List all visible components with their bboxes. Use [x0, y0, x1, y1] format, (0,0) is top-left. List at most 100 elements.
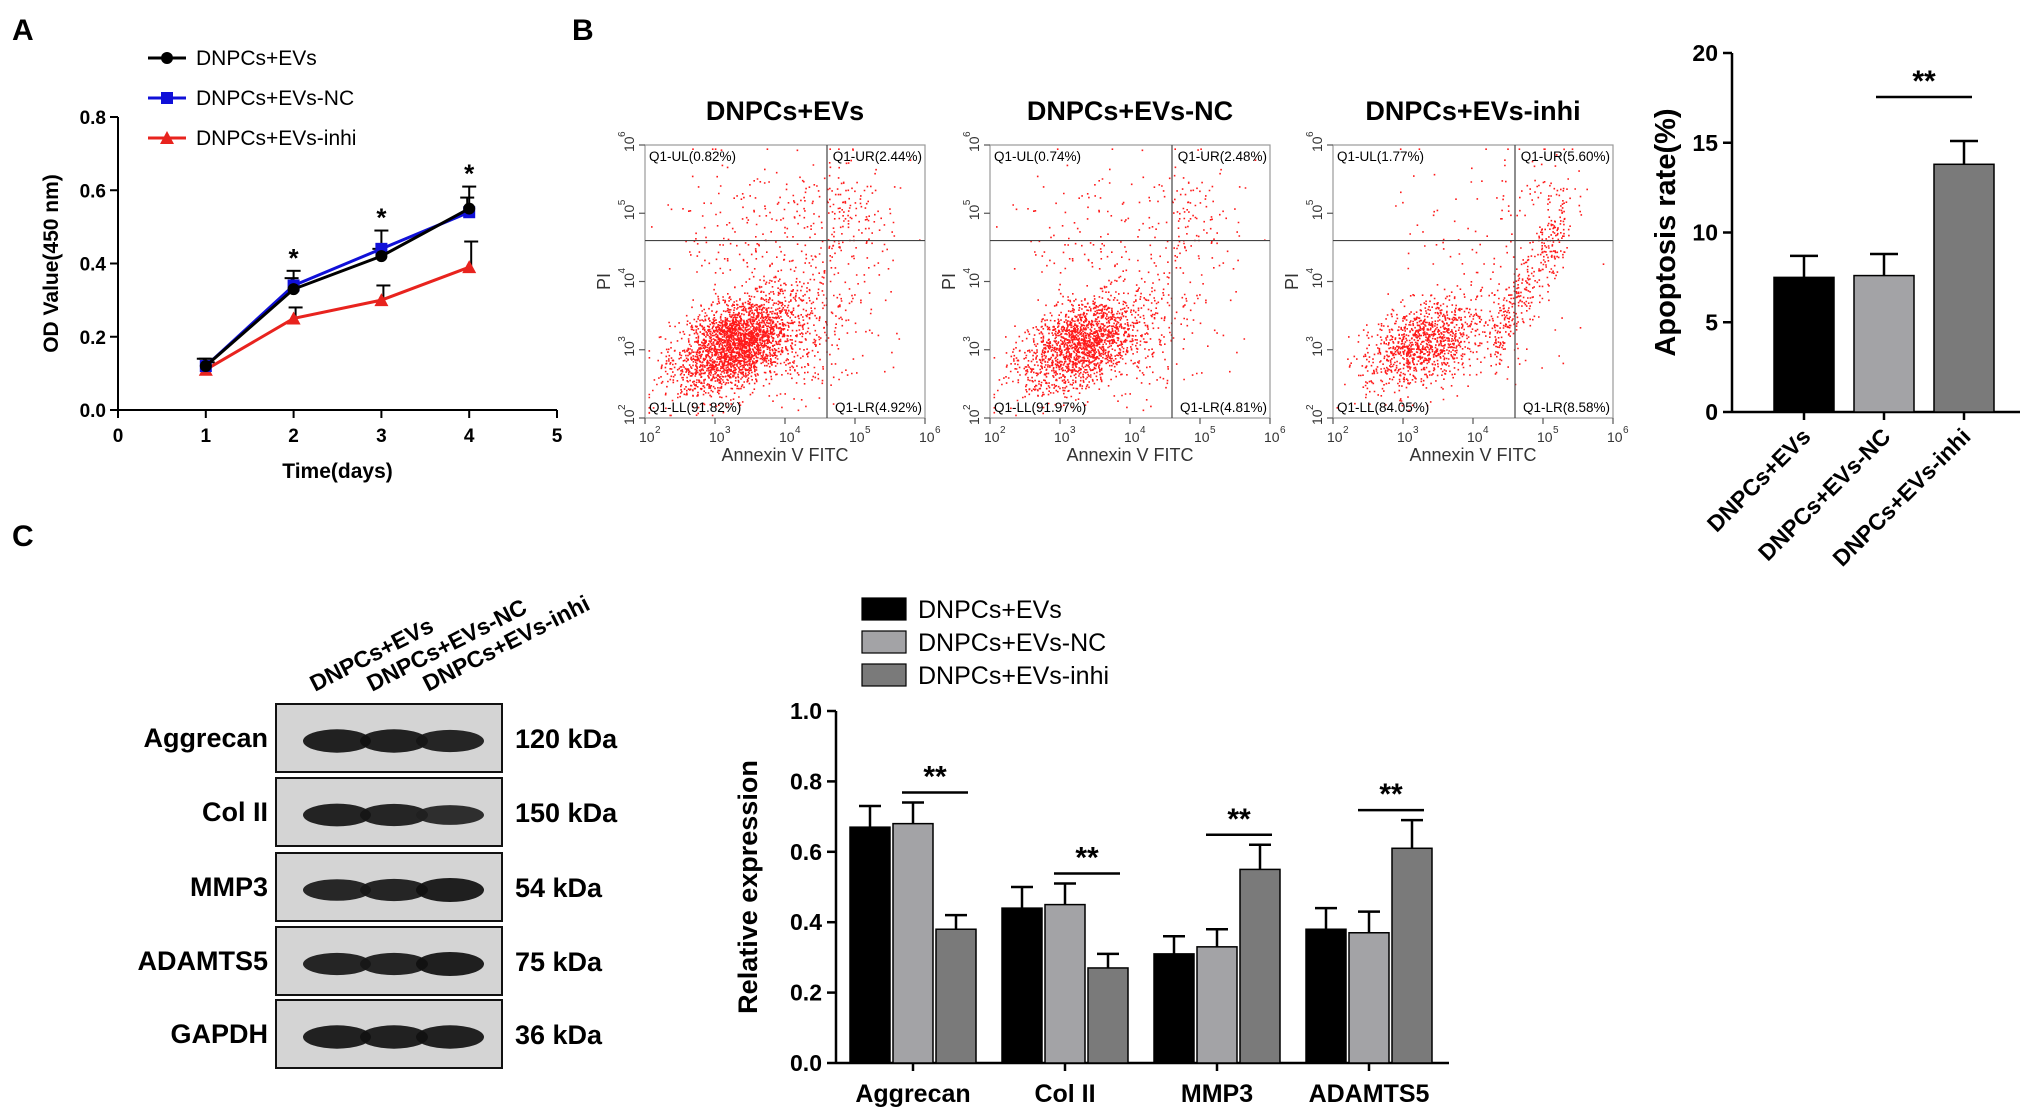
b-y-tick-exponent: 4	[1305, 268, 1316, 274]
b-x-label: Annexin V FITC	[721, 445, 848, 465]
b-event-dots	[648, 148, 921, 417]
c-blot-band	[416, 805, 484, 825]
a-data-point	[463, 202, 476, 215]
c-blot-row: GAPDH 36 kDa	[170, 999, 603, 1069]
c-bar	[1348, 932, 1390, 1064]
c-blot-band	[360, 952, 428, 976]
b-plot-title: DNPCs+EVs	[706, 96, 864, 126]
a-significance-star: *	[464, 159, 475, 189]
b-y-tick-label: 10	[621, 341, 637, 357]
b-x-tick-label: 10	[1194, 429, 1210, 445]
b-x-tick-label: 10	[709, 429, 725, 445]
c-significance-stars: **	[923, 761, 947, 794]
a-data-point	[374, 293, 389, 307]
b-quadrant-ur: Q1-UR(2.44%)	[833, 149, 922, 164]
c-blot-band	[416, 1025, 484, 1049]
c-x-tick-label: MMP3	[1181, 1080, 1253, 1108]
a-data-point	[462, 260, 477, 274]
a-x-tick-label: 0	[113, 426, 124, 447]
b-dot-plot: DNPCs+EVs Q1-UL(0.82%) Q1-UR(2.44%) Q1-LL(9…	[594, 96, 941, 465]
c-blot-protein-label: GAPDH	[170, 1019, 268, 1049]
panel-label-b: B	[572, 14, 594, 47]
b-y-tick-label: 10	[1309, 204, 1325, 220]
c-blot-band	[303, 879, 371, 901]
c-y-tick-label: 0.8	[790, 768, 822, 794]
c-blot-band	[303, 803, 371, 827]
c-blot-band	[303, 952, 371, 976]
b-x-tick-label: 10	[849, 429, 865, 445]
b-x-tick-exponent: 6	[935, 425, 941, 436]
b-quadrant-ll: Q1-LL(91.82%)	[649, 400, 741, 415]
c-blot-band	[360, 803, 428, 827]
b-x-label: Annexin V FITC	[1066, 445, 1193, 465]
b-quadrant-ll: Q1-LL(84.05%)	[1337, 400, 1429, 415]
a-y-tick-label: 0.0	[80, 401, 106, 422]
c-legend-swatch	[861, 663, 907, 687]
c-blot-size-label: 150 kDa	[515, 798, 618, 828]
b-y-tick-exponent: 5	[962, 199, 973, 205]
b2-significance-stars: **	[1912, 65, 1936, 98]
b-y-tick-label: 10	[621, 273, 637, 289]
b-quadrant-lr: Q1-LR(8.58%)	[1523, 400, 1610, 415]
c-x-tick-label: Col II	[1034, 1080, 1095, 1108]
b2-bar	[1853, 274, 1915, 413]
c-legend-label: DNPCs+EVs	[918, 596, 1062, 624]
a-x-tick-label: 2	[288, 426, 299, 447]
b2-bar	[1933, 163, 1995, 413]
c-legend-swatch	[861, 597, 907, 621]
c-blot-size-label: 54 kDa	[515, 873, 603, 903]
c-significance-stars: **	[1227, 803, 1251, 836]
c-blot-row: Aggrecan 120 kDa	[143, 703, 618, 773]
b-x-tick-label: 10	[779, 429, 795, 445]
c-blot-band	[416, 729, 484, 753]
b-plot-title: DNPCs+EVs-NC	[1027, 96, 1233, 126]
a-y-tick-label: 0.8	[80, 108, 106, 129]
b-y-tick-exponent: 2	[617, 404, 628, 410]
b-x-tick-exponent: 4	[1140, 425, 1146, 436]
c-significance-stars: **	[1379, 778, 1403, 811]
b-quadrant-ur: Q1-UR(5.60%)	[1521, 149, 1610, 164]
b-y-tick-label: 10	[1309, 341, 1325, 357]
b-y-label: PI	[1282, 273, 1302, 290]
a-series-line	[205, 265, 470, 372]
b-y-tick-label: 10	[966, 204, 982, 220]
c-blot-row: Col II 150 kDa	[202, 777, 618, 847]
b-y-tick-label: 10	[621, 204, 637, 220]
panel-label-a: A	[12, 14, 34, 47]
b-x-tick-exponent: 2	[1343, 425, 1349, 436]
c-blot-size-label: 75 kDa	[515, 947, 603, 977]
b-y-tick-exponent: 4	[962, 268, 973, 274]
c-blot-protein-label: ADAMTS5	[137, 946, 268, 976]
b-x-tick-exponent: 5	[865, 425, 871, 436]
a-x-tick-label: 4	[464, 426, 475, 447]
a-series-line	[204, 207, 470, 368]
a-legend-label: DNPCs+EVs	[196, 47, 317, 70]
b-y-tick-exponent: 5	[1305, 199, 1316, 205]
b-quadrant-ul: Q1-UL(0.82%)	[649, 149, 736, 164]
c-x-tick-label: ADAMTS5	[1309, 1080, 1430, 1108]
b2-y-tick-label: 10	[1692, 220, 1718, 246]
a-y-tick-label: 0.2	[80, 328, 106, 349]
a-significance-star: *	[376, 203, 387, 233]
c-blot-band	[360, 729, 428, 753]
b-x-tick-label: 10	[1537, 429, 1553, 445]
b-y-tick-exponent: 3	[1305, 336, 1316, 342]
a-series-line	[204, 210, 470, 368]
b-quadrant-lr: Q1-LR(4.92%)	[835, 400, 922, 415]
c-blot-row: MMP3 54 kDa	[190, 852, 603, 922]
b-event-dots	[1336, 148, 1605, 412]
b-x-tick-exponent: 3	[1070, 425, 1076, 436]
c-blot-protein-label: Col II	[202, 797, 268, 827]
b-y-tick-label: 10	[966, 409, 982, 425]
b-x-tick-exponent: 2	[1000, 425, 1006, 436]
b-quadrant-ll: Q1-LL(91.97%)	[994, 400, 1086, 415]
b-y-tick-exponent: 4	[617, 268, 628, 274]
c-blot-band	[360, 878, 428, 902]
b-x-tick-label: 10	[1467, 429, 1483, 445]
c-blot-band	[360, 1025, 428, 1049]
c-bar	[935, 928, 977, 1064]
b-y-tick-label: 10	[966, 341, 982, 357]
b2-y-tick-label: 0	[1705, 399, 1718, 425]
a-legend-marker	[161, 52, 173, 64]
b-x-tick-label: 10	[1264, 429, 1280, 445]
